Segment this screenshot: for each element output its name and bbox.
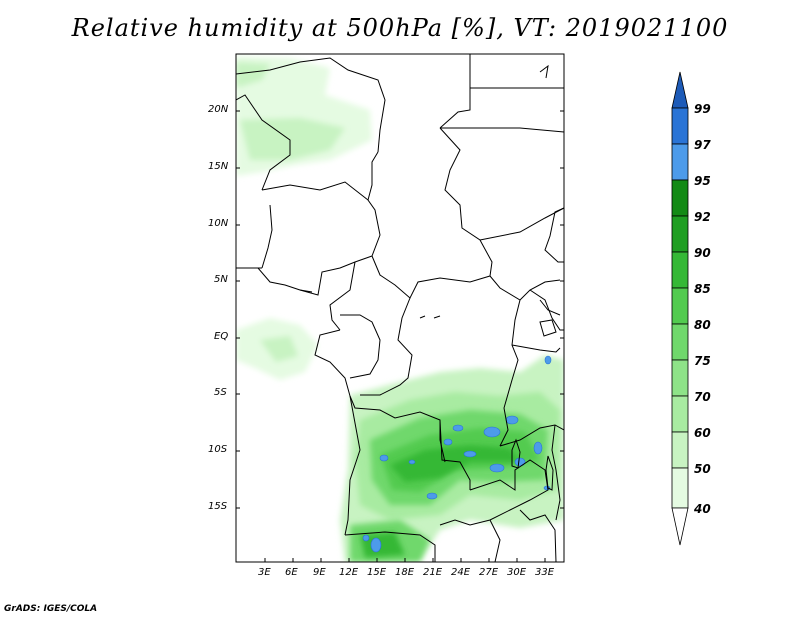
colorbar-bin-70-75 (671, 359, 689, 397)
colorbar-label: 97 (694, 138, 711, 152)
lat-label: 15S (208, 501, 228, 512)
lat-label: 5S (214, 387, 227, 398)
lat-label: 20N (208, 104, 229, 115)
colorbar (671, 71, 689, 546)
colorbar-bin-75-80 (671, 323, 689, 361)
lon-label: 6E (285, 567, 298, 578)
colorbar-upper-arrow (671, 71, 689, 109)
colorbar-label: 60 (694, 426, 711, 440)
colorbar-bin-50-60 (671, 431, 689, 469)
colorbar-label: 95 (694, 174, 711, 188)
lon-label: 27E (479, 567, 499, 578)
lat-label: 10N (208, 218, 229, 229)
colorbar-bin-95-97 (671, 143, 689, 181)
lon-label: 18E (395, 567, 415, 578)
colorbar-label: 92 (694, 210, 711, 224)
colorbar-bin-60-70 (671, 395, 689, 433)
lon-label: 3E (258, 567, 271, 578)
colorbar-bin-40-50 (671, 467, 689, 509)
colorbar-label: 40 (694, 502, 711, 516)
colorbar-label: 75 (694, 354, 711, 368)
humidity-field (236, 56, 564, 562)
colorbar-lower-arrow (671, 507, 689, 546)
lon-ticks (264, 558, 546, 562)
colorbar-label: 80 (694, 318, 711, 332)
colorbar-bin-97-99 (671, 107, 689, 145)
colorbar-bin-92-95 (671, 179, 689, 217)
lon-label: 33E (535, 567, 555, 578)
colorbar-label: 50 (694, 462, 711, 476)
lat-label: 10S (208, 444, 228, 455)
map-frame (235, 53, 565, 563)
lat-label: 5N (214, 274, 228, 285)
lon-label: 30E (507, 567, 527, 578)
credit-text: GrADS: IGES/COLA (4, 604, 98, 614)
colorbar-bin-80-85 (671, 287, 689, 325)
lat-label: EQ (214, 331, 229, 342)
colorbar-label: 90 (694, 246, 711, 260)
lon-label: 15E (367, 567, 387, 578)
lon-label: 9E (313, 567, 326, 578)
country-borders (236, 54, 564, 562)
colorbar-bin-90-92 (671, 215, 689, 253)
lon-label: 24E (451, 567, 471, 578)
colorbar-bin-85-90 (671, 251, 689, 289)
colorbar-label: 70 (694, 390, 711, 404)
colorbar-label: 85 (694, 282, 711, 296)
lat-label: 15N (208, 161, 229, 172)
colorbar-label: 99 (694, 102, 711, 116)
lon-label: 12E (339, 567, 359, 578)
lat-ticks (236, 110, 564, 509)
chart-title: Relative humidity at 500hPa [%], VT: 201… (71, 14, 729, 42)
lon-label: 21E (423, 567, 443, 578)
